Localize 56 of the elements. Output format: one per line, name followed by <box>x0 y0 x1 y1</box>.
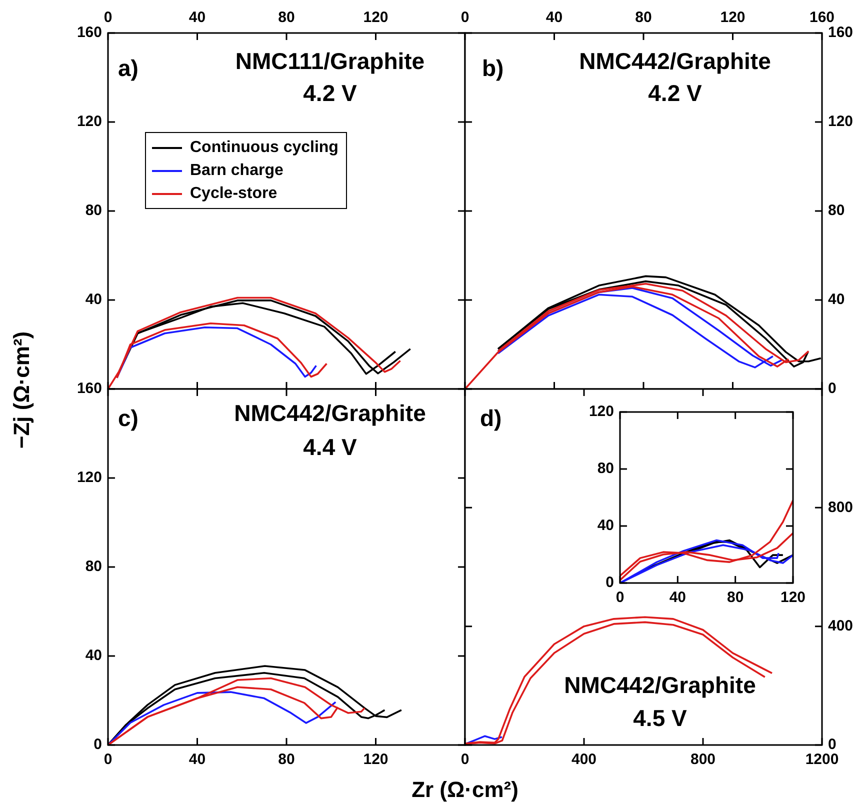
y-tick-label: 120 <box>76 113 102 130</box>
annotation: a) <box>118 55 138 82</box>
annotation: d) <box>480 405 502 432</box>
annotation: NMC111/Graphite <box>235 48 425 75</box>
y-tick-label: 80 <box>85 558 102 576</box>
y2-tick-label: 800 <box>828 498 854 516</box>
y-tick-label: 80 <box>85 202 102 220</box>
x-tick-label: 120 <box>363 9 388 26</box>
x-tick-label: 40 <box>546 9 563 26</box>
y2-tick-label: 160 <box>828 24 854 42</box>
x-tick-label: 40 <box>669 589 686 606</box>
y-tick-label: 160 <box>76 380 102 398</box>
x-tick-label: 40 <box>188 751 206 768</box>
y2-tick-label: 0 <box>828 380 836 398</box>
y-tick-label: 0 <box>94 736 102 754</box>
x-tick-label: 0 <box>460 9 470 26</box>
x-tick-label: 120 <box>720 9 746 26</box>
x-tick-label: 80 <box>278 751 295 768</box>
y-tick-label: 40 <box>85 291 102 308</box>
y-tick-label: 120 <box>588 403 614 420</box>
y-tick-label: 40 <box>597 517 614 534</box>
annotation: b) <box>482 55 504 82</box>
y-tick-label: 160 <box>76 24 102 42</box>
x-tick-label: 80 <box>635 9 652 26</box>
x-tick-label: 0 <box>460 751 470 768</box>
y-axis-title: −Zj (Ω·cm²) <box>9 331 35 449</box>
y2-tick-label: 0 <box>828 736 836 754</box>
y2-tick-label: 120 <box>828 113 854 130</box>
x-tick-label: 80 <box>726 589 744 606</box>
y-tick-label: 0 <box>606 574 614 592</box>
x-tick-label: 800 <box>690 751 716 768</box>
y-tick-label: 80 <box>597 460 614 478</box>
legend-label: Barn charge <box>190 162 284 180</box>
annotation: c) <box>118 405 138 432</box>
legend-label: Continuous cycling <box>190 138 338 156</box>
y2-tick-label: 80 <box>828 202 845 220</box>
annotation: 4.4 V <box>303 434 357 461</box>
x-tick-label: 40 <box>188 9 206 26</box>
x-tick-label: 120 <box>780 589 806 606</box>
annotation: 4.2 V <box>303 80 357 107</box>
annotation: NMC442/Graphite <box>564 672 756 699</box>
x-tick-label: 1200 <box>805 751 839 768</box>
x-tick-label: 160 <box>809 9 835 26</box>
x-axis-title: Zr (Ω·cm²) <box>412 777 518 803</box>
y-tick-label: 40 <box>85 647 102 664</box>
x-tick-label: 80 <box>278 9 295 26</box>
y-tick-label: 120 <box>76 469 102 486</box>
x-tick-label: 400 <box>571 751 597 768</box>
y2-tick-label: 400 <box>828 617 854 634</box>
y2-tick-label: 40 <box>828 291 845 308</box>
legend-label: Cycle-store <box>190 184 278 202</box>
annotation: 4.2 V <box>648 80 702 107</box>
annotation: NMC442/Graphite <box>234 400 426 427</box>
annotation: 4.5 V <box>633 705 687 732</box>
x-tick-label: 120 <box>363 751 388 768</box>
annotation: NMC442/Graphite <box>579 48 771 75</box>
